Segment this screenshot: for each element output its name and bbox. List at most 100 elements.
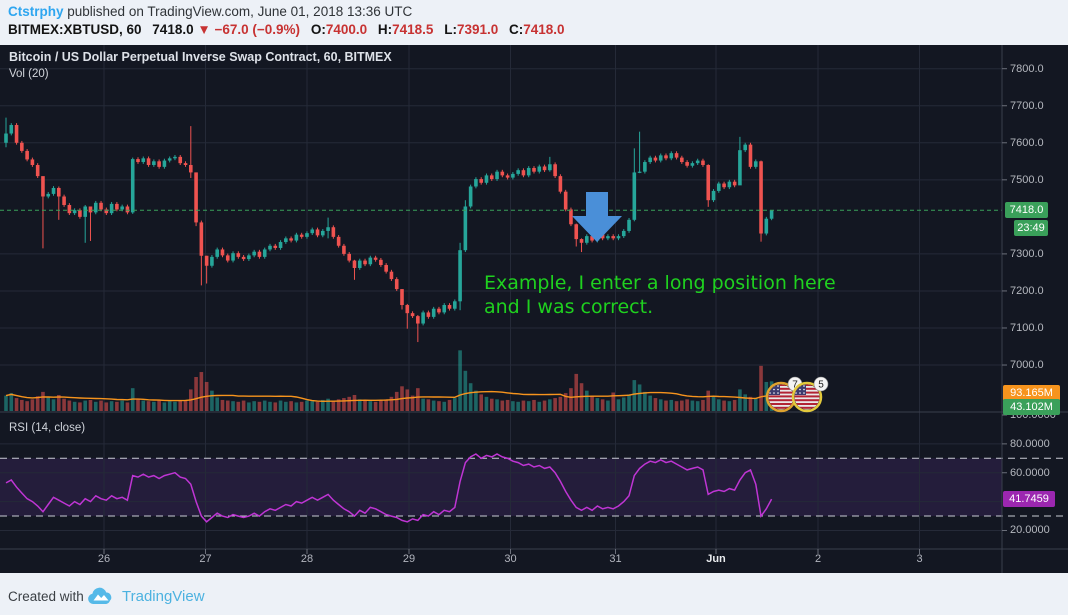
volume-bar bbox=[25, 401, 29, 411]
volume-bar bbox=[521, 400, 526, 411]
rsi-value-label: 41.7459 bbox=[1003, 491, 1055, 507]
candle-body bbox=[342, 245, 346, 254]
tradingview-link[interactable]: TradingView bbox=[122, 588, 205, 605]
candle-body bbox=[759, 161, 763, 234]
candle-body bbox=[379, 259, 383, 266]
candle-body bbox=[468, 186, 473, 207]
volume-bar bbox=[268, 401, 272, 411]
candle-body bbox=[273, 245, 278, 248]
candle-body bbox=[463, 206, 468, 251]
candle-body bbox=[183, 163, 188, 166]
candle-body bbox=[579, 239, 584, 243]
candle-body bbox=[204, 255, 209, 266]
open-label: O: bbox=[310, 22, 326, 37]
tradingview-logo-icon[interactable] bbox=[86, 587, 116, 607]
volume-bar bbox=[199, 372, 204, 411]
candle-body bbox=[690, 163, 695, 166]
volume-bar bbox=[247, 402, 251, 411]
candle-body bbox=[479, 179, 483, 183]
candle-body bbox=[262, 249, 267, 257]
candle-body bbox=[210, 256, 214, 266]
event-flag-us-icon[interactable]: 5 bbox=[791, 376, 829, 413]
volume-bar bbox=[569, 388, 573, 411]
candle-body bbox=[526, 167, 531, 176]
volume-bar bbox=[516, 401, 520, 411]
event-count: 7 bbox=[792, 380, 798, 391]
candle-body bbox=[600, 234, 605, 239]
volume-bar bbox=[600, 399, 605, 411]
volume-bar bbox=[616, 399, 621, 411]
volume-bar bbox=[574, 373, 579, 411]
price-axis-tick: 7200.0 bbox=[1010, 284, 1044, 297]
volume-bar bbox=[72, 401, 77, 411]
candle-body bbox=[294, 234, 299, 241]
candle-body bbox=[711, 190, 716, 201]
candle-body bbox=[336, 236, 341, 246]
candle-body bbox=[489, 175, 494, 180]
volume-bar bbox=[9, 393, 14, 411]
candle-body bbox=[14, 125, 19, 143]
volume-bar bbox=[484, 396, 489, 411]
volume-bar bbox=[225, 400, 230, 411]
volume-bar bbox=[458, 350, 462, 411]
candle-body bbox=[664, 155, 668, 159]
volume-bar bbox=[658, 399, 663, 411]
candle-body bbox=[57, 187, 61, 197]
candle-body bbox=[83, 206, 87, 217]
volume-bar bbox=[220, 399, 225, 411]
candle-body bbox=[120, 206, 124, 210]
candle-body bbox=[590, 236, 594, 241]
volume-bar bbox=[368, 401, 373, 411]
volume-bar bbox=[284, 401, 288, 411]
candle-body bbox=[130, 159, 135, 213]
candle-body bbox=[30, 159, 35, 166]
volume-bar bbox=[294, 402, 299, 411]
volume-bar bbox=[315, 401, 320, 411]
volume-bar bbox=[753, 398, 758, 411]
candle-body bbox=[189, 165, 193, 173]
volume-bar bbox=[532, 399, 536, 411]
price-axis-tick: 7100.0 bbox=[1010, 321, 1044, 334]
volume-bar bbox=[321, 399, 325, 411]
candle-body bbox=[152, 161, 156, 166]
candle-body bbox=[194, 172, 198, 223]
volume-bar bbox=[278, 400, 283, 411]
volume-bar bbox=[548, 399, 552, 411]
snapshot-footer: Created with TradingView bbox=[0, 573, 1068, 615]
bar-countdown-label: 23:49 bbox=[1014, 220, 1048, 236]
candle-body bbox=[500, 171, 505, 176]
username-link[interactable]: Ctstrphy bbox=[8, 4, 64, 19]
candle-body bbox=[701, 160, 705, 166]
candle-body bbox=[215, 249, 219, 257]
rsi-line bbox=[5, 453, 773, 523]
candle-body bbox=[563, 191, 568, 210]
candle-body bbox=[257, 251, 262, 257]
symbol-interval: BITMEX:XBTUSD, 60 bbox=[8, 22, 142, 37]
candle-body bbox=[141, 158, 146, 163]
candle-body bbox=[284, 238, 288, 243]
volume-bar bbox=[373, 401, 378, 411]
direction-triangle-icon: ▼ bbox=[197, 22, 211, 37]
candle-body bbox=[394, 279, 399, 290]
volume-bar bbox=[152, 401, 156, 411]
volume-bar bbox=[416, 388, 420, 411]
candle-body bbox=[78, 210, 82, 217]
volume-bar bbox=[215, 397, 219, 411]
candle-body bbox=[695, 160, 700, 164]
volume-bar bbox=[157, 400, 161, 411]
candle-body bbox=[769, 210, 774, 219]
candle-body bbox=[732, 181, 737, 186]
candle-body bbox=[658, 155, 663, 161]
candle-body bbox=[109, 203, 114, 214]
text-annotation[interactable]: Example, I enter a long position here an… bbox=[484, 271, 836, 319]
volume-bar bbox=[489, 398, 494, 411]
candle-body bbox=[178, 156, 183, 164]
price-axis-tick: 7000.0 bbox=[1010, 359, 1044, 372]
volume-bar bbox=[41, 391, 45, 411]
volume-bar bbox=[500, 400, 505, 411]
us-flag-icon bbox=[768, 384, 794, 410]
volume-bar bbox=[410, 395, 415, 411]
long-entry-arrow[interactable] bbox=[572, 192, 622, 242]
